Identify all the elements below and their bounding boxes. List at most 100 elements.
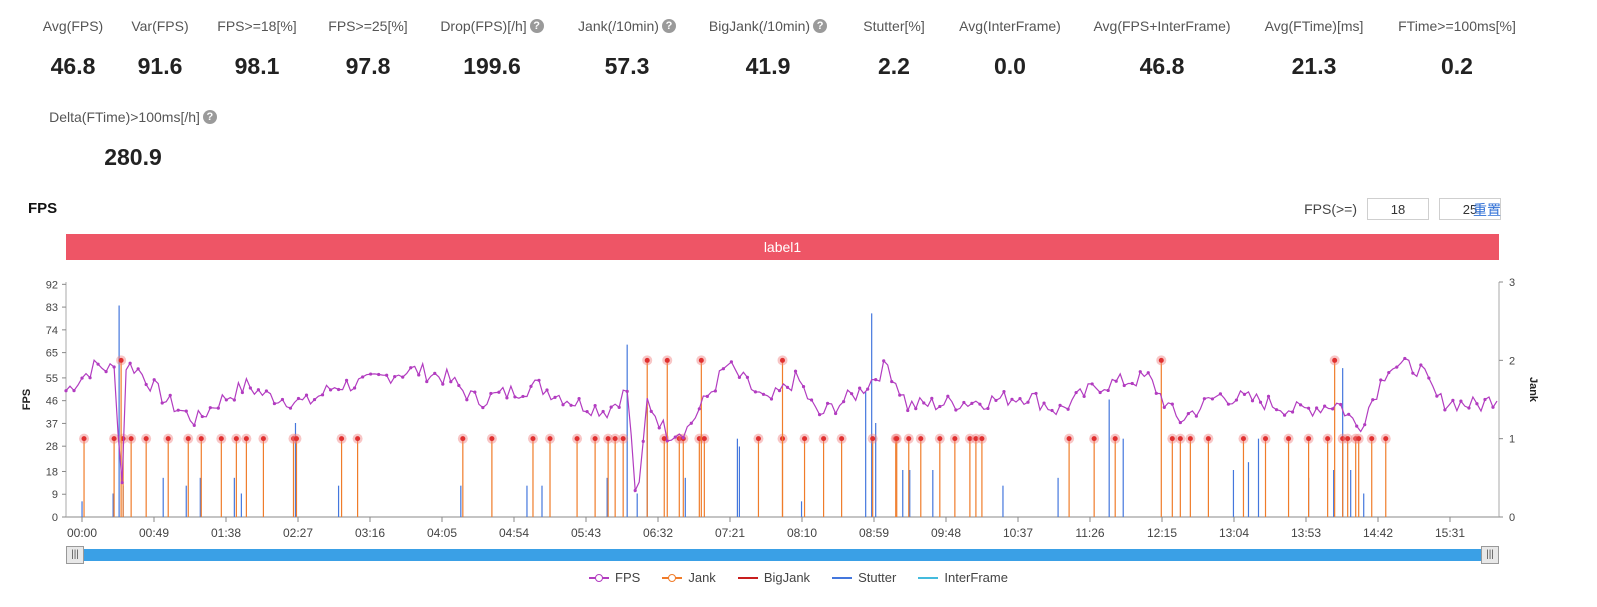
fps-point	[216, 406, 220, 410]
metric-label: Avg(FTime)[ms]	[1264, 18, 1364, 34]
fps-point	[1258, 400, 1263, 404]
fps-point	[1098, 390, 1102, 395]
bigjank-marker	[698, 357, 704, 363]
legend-item-stutter[interactable]: Stutter	[832, 570, 896, 585]
jank-marker	[701, 436, 707, 442]
fps-point	[1307, 406, 1311, 410]
fps-point	[697, 407, 701, 411]
fps-point	[906, 408, 910, 413]
y-tick-label: 46	[46, 396, 58, 408]
fps-point	[1226, 402, 1231, 406]
zoom-track[interactable]	[66, 549, 1499, 561]
y-tick-label: 0	[52, 512, 58, 524]
metric-label: Drop(FPS)[/h]	[440, 18, 527, 34]
legend-label: InterFrame	[944, 570, 1008, 585]
fps-point	[1427, 376, 1431, 380]
fps-point	[465, 398, 469, 402]
fps-point	[144, 382, 148, 387]
legend-item-interframe[interactable]: InterFrame	[918, 570, 1008, 585]
fps-point	[834, 411, 838, 416]
fps-point	[1274, 408, 1279, 412]
fps-point	[641, 439, 645, 443]
zoom-handle-left[interactable]: |||	[66, 546, 84, 564]
help-icon[interactable]: ?	[202, 110, 217, 124]
fps-point	[1403, 356, 1407, 361]
jank-marker	[143, 436, 149, 442]
jank-marker	[802, 436, 808, 442]
fps-point	[1331, 407, 1335, 411]
fps-point	[713, 389, 717, 393]
x-tick-label: 04:05	[427, 526, 457, 540]
fps-point	[457, 383, 461, 388]
metric-6: BigJank(/10min)? 41.9	[668, 18, 868, 80]
fps-point	[288, 406, 293, 410]
jank-marker	[198, 436, 204, 442]
y-tick-label: 37	[46, 418, 58, 430]
metric-value: 2.2	[878, 53, 910, 79]
fps-point	[168, 393, 172, 397]
fps-point	[160, 401, 164, 405]
jank-marker	[973, 436, 979, 442]
fps-point	[938, 404, 942, 409]
fps-point	[769, 397, 774, 401]
x-tick-label: 09:48	[931, 526, 961, 540]
help-icon[interactable]: ?	[661, 19, 676, 33]
fps-point	[248, 386, 252, 390]
fps-point	[1475, 402, 1479, 406]
legend-item-bigjank[interactable]: BigJank	[737, 570, 810, 585]
fps-point	[761, 392, 766, 396]
zoom-slider[interactable]: ||| |||	[66, 546, 1499, 564]
help-icon[interactable]: ?	[813, 19, 828, 33]
fps-point	[433, 371, 437, 375]
fps-threshold-input-1[interactable]	[1367, 198, 1429, 220]
fps-point	[1090, 382, 1094, 386]
fps-point	[1339, 402, 1343, 407]
fps-point	[240, 390, 244, 395]
legend: FPS Jank BigJank Stutter InterFrame	[0, 570, 1597, 585]
x-tick-label: 05:43	[571, 526, 601, 540]
fps-point	[1298, 403, 1303, 407]
fps-point	[729, 360, 733, 364]
legend-item-jank[interactable]: Jank	[662, 570, 716, 585]
y-tick-label: 92	[46, 279, 58, 291]
reset-button[interactable]: 重置	[1473, 202, 1501, 218]
chart-title: FPS	[28, 200, 58, 217]
fps-point	[553, 395, 557, 399]
zoom-handle-right[interactable]: |||	[1481, 546, 1499, 564]
fps-point	[296, 396, 301, 401]
fps-point	[890, 379, 894, 384]
bigjank-marker	[118, 357, 124, 363]
fps-point	[393, 375, 397, 379]
fps-point	[994, 398, 998, 403]
fps-point	[232, 398, 236, 402]
x-tick-label: 00:49	[139, 526, 169, 540]
fps-point	[304, 393, 309, 397]
fps-point	[1074, 390, 1078, 395]
fps-point	[922, 401, 926, 405]
fps-point	[1010, 397, 1014, 401]
fps-point	[1050, 408, 1054, 413]
y2-axis-label: Jank	[1527, 377, 1539, 403]
bigjank-marker	[644, 357, 650, 363]
metric-label: Avg(FPS)	[42, 18, 104, 34]
fps-point	[1018, 396, 1022, 401]
fps-point	[825, 401, 830, 405]
legend-swatch	[832, 576, 853, 579]
jank-marker	[918, 436, 924, 442]
jank-marker	[1066, 436, 1072, 442]
fps-point	[1210, 397, 1214, 401]
legend-item-fps[interactable]: FPS	[589, 570, 640, 585]
help-icon[interactable]: ?	[529, 19, 544, 33]
jank-marker	[839, 436, 845, 442]
jank-marker	[894, 436, 900, 442]
fps-point	[1218, 392, 1223, 396]
fps-point	[401, 375, 405, 379]
fps-point	[417, 373, 421, 377]
metric-value: 41.9	[745, 53, 791, 79]
metric-9: Avg(FPS+InterFrame) 46.8	[1062, 18, 1262, 80]
metric-7: Stutter[%] 2.2	[794, 18, 994, 80]
fps-point	[593, 403, 597, 408]
fps-point	[353, 386, 357, 390]
fps-threshold-input-2[interactable]	[1439, 198, 1501, 220]
metric-11: FTime>=100ms[%] 0.2	[1357, 18, 1557, 80]
